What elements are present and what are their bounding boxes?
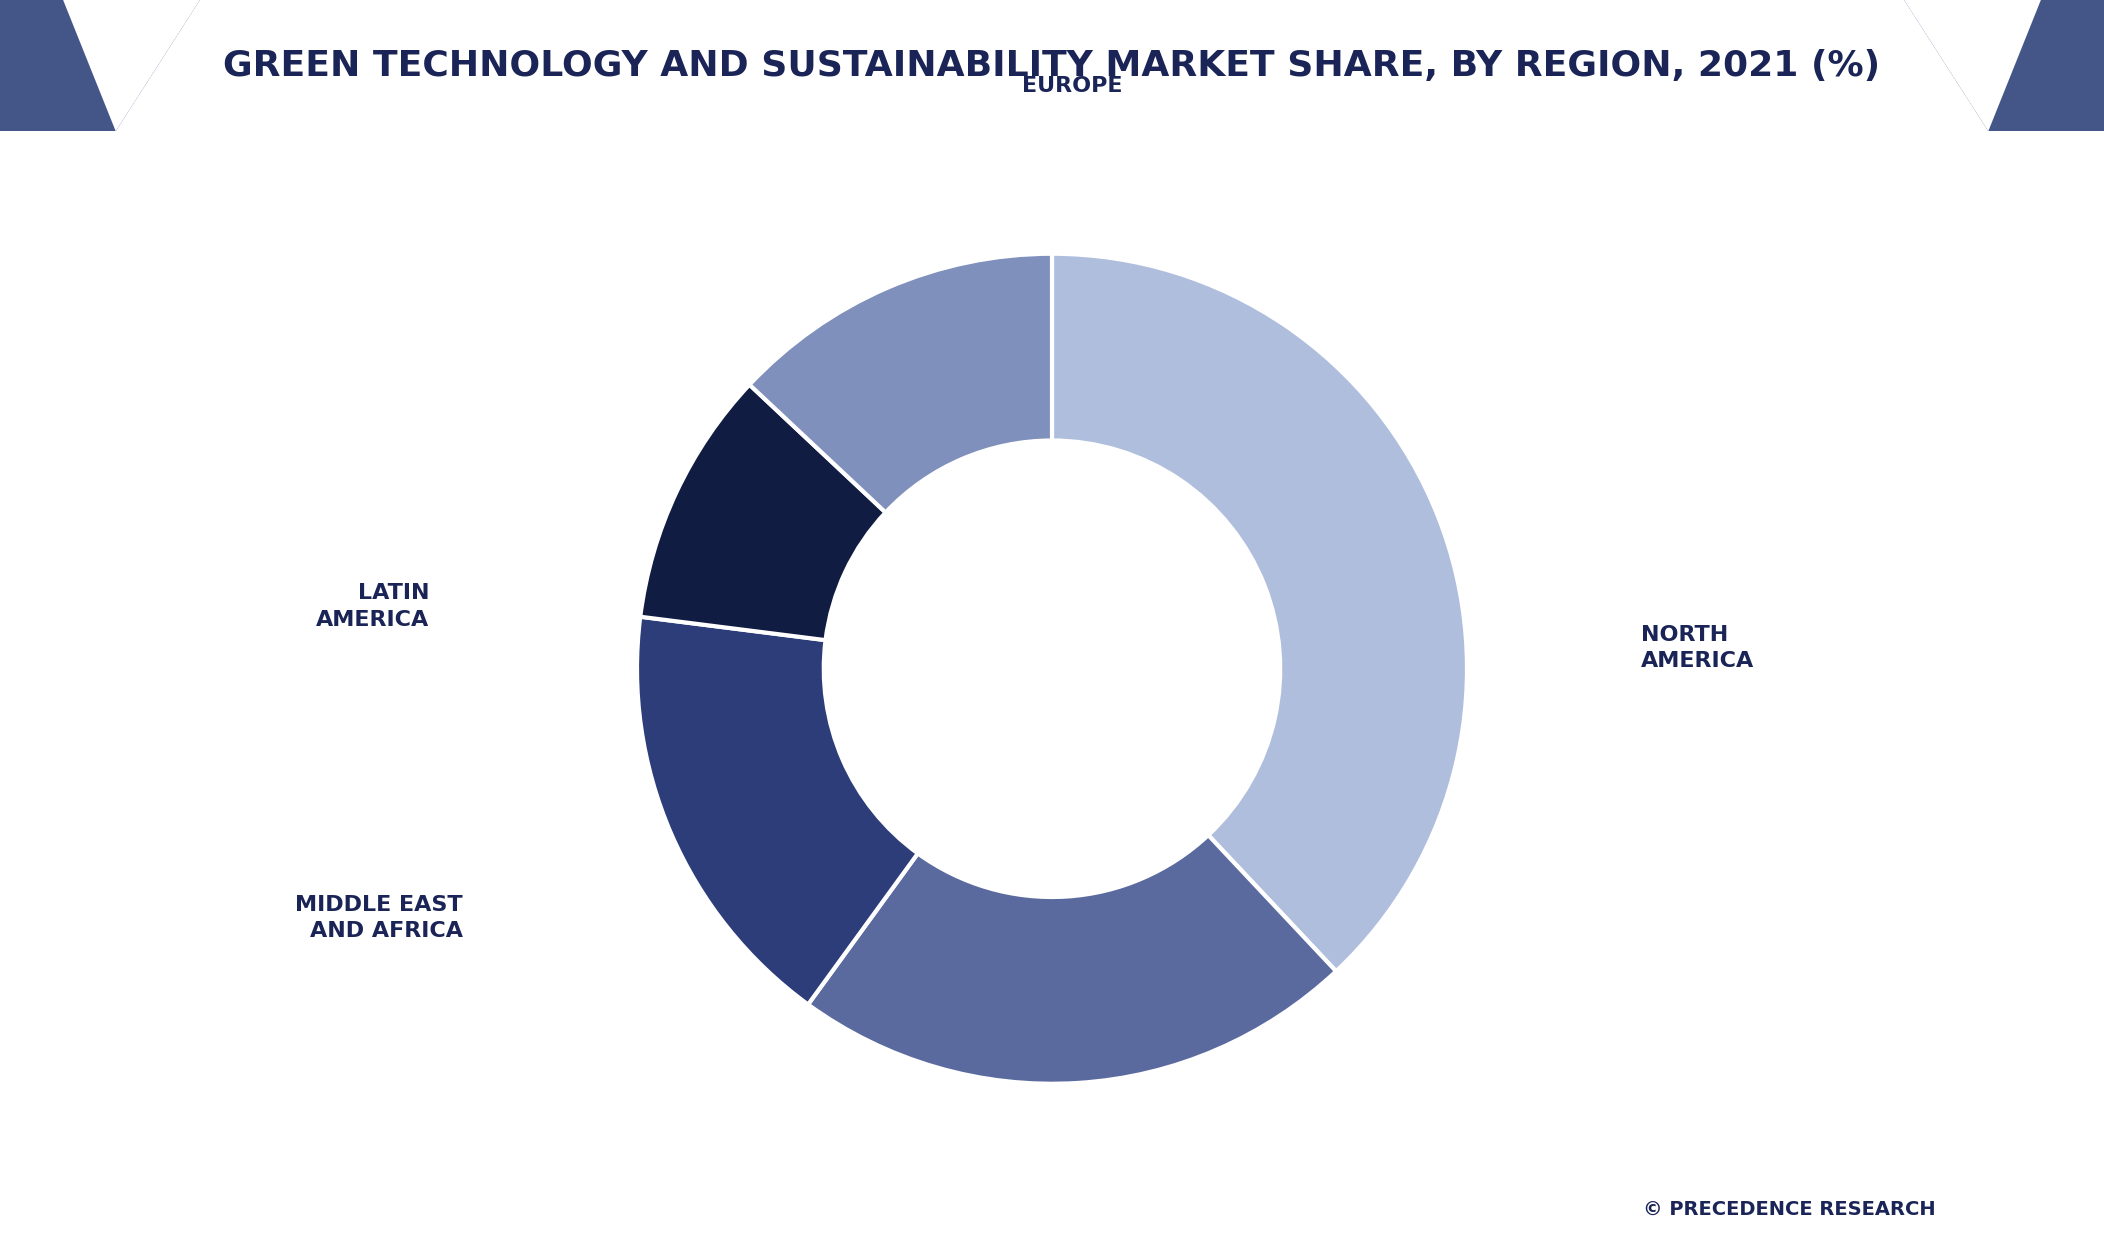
- Text: EUROPE: EUROPE: [1023, 76, 1124, 96]
- Text: MIDDLE EAST
AND AFRICA: MIDDLE EAST AND AFRICA: [295, 895, 463, 941]
- Wedge shape: [638, 616, 917, 1005]
- Wedge shape: [808, 835, 1336, 1084]
- Polygon shape: [1904, 0, 2104, 131]
- Text: © PRECEDENCE RESEARCH: © PRECEDENCE RESEARCH: [1643, 1200, 1936, 1219]
- Polygon shape: [63, 0, 200, 131]
- Polygon shape: [0, 0, 200, 131]
- Wedge shape: [1052, 254, 1466, 971]
- Text: LATIN
AMERICA: LATIN AMERICA: [316, 584, 429, 630]
- Polygon shape: [1904, 0, 2041, 131]
- Text: NORTH
AMERICA: NORTH AMERICA: [1641, 625, 1755, 671]
- Wedge shape: [749, 254, 1052, 512]
- Text: GREEN TECHNOLOGY AND SUSTAINABILITY MARKET SHARE, BY REGION, 2021 (%): GREEN TECHNOLOGY AND SUSTAINABILITY MARK…: [223, 49, 1881, 82]
- Wedge shape: [640, 385, 886, 640]
